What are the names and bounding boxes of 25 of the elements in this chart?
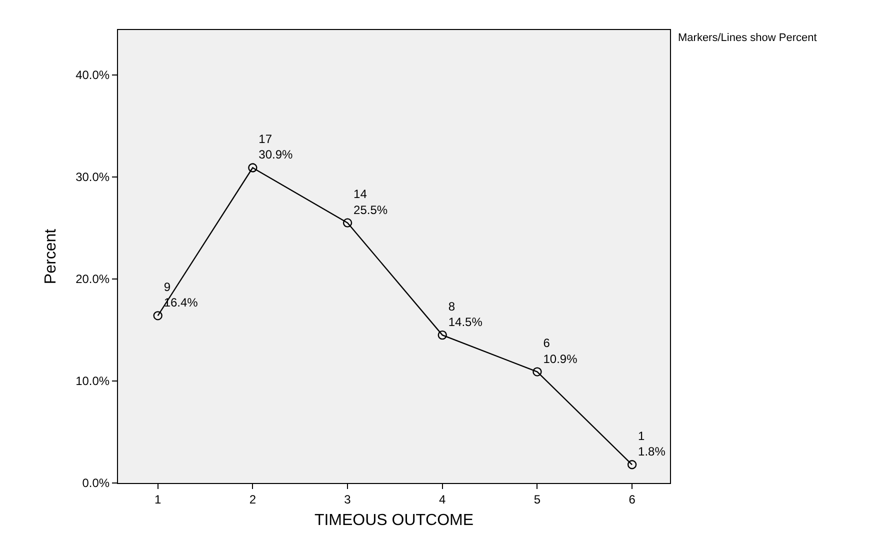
x-tick-label: 3 [344, 492, 352, 506]
point [342, 218, 352, 228]
x-tick-label: 2 [249, 492, 256, 506]
x-axis-title: TIMEOUS OUTCOME [314, 512, 474, 530]
x-tick-label: 6 [628, 492, 636, 506]
data-label: 17 30.9% [258, 132, 294, 162]
y-tick-label: 0.0% [82, 476, 110, 490]
data-label: 6 10.9% [543, 336, 578, 366]
point [438, 330, 447, 340]
data-label: 8 14.5% [448, 299, 483, 330]
y-tick-label: 40.0% [76, 68, 110, 82]
data-label: 1 1.8% [638, 429, 666, 459]
x-tick-label: 1 [154, 492, 162, 506]
x-tick-label: 5 [534, 492, 541, 506]
y-tick-label: 30.0% [76, 170, 110, 184]
text: Markers/Lines show Percent [678, 32, 817, 44]
point [627, 460, 637, 470]
point [153, 311, 162, 320]
y-axis-title: Percent [42, 228, 60, 284]
y-tick-label: 10.0% [76, 374, 110, 388]
point [248, 163, 258, 172]
point [532, 367, 542, 376]
x-tick-label: 4 [439, 492, 446, 506]
y-tick-label: 20.0% [76, 272, 110, 286]
data-label: 14 25.5% [354, 187, 388, 217]
